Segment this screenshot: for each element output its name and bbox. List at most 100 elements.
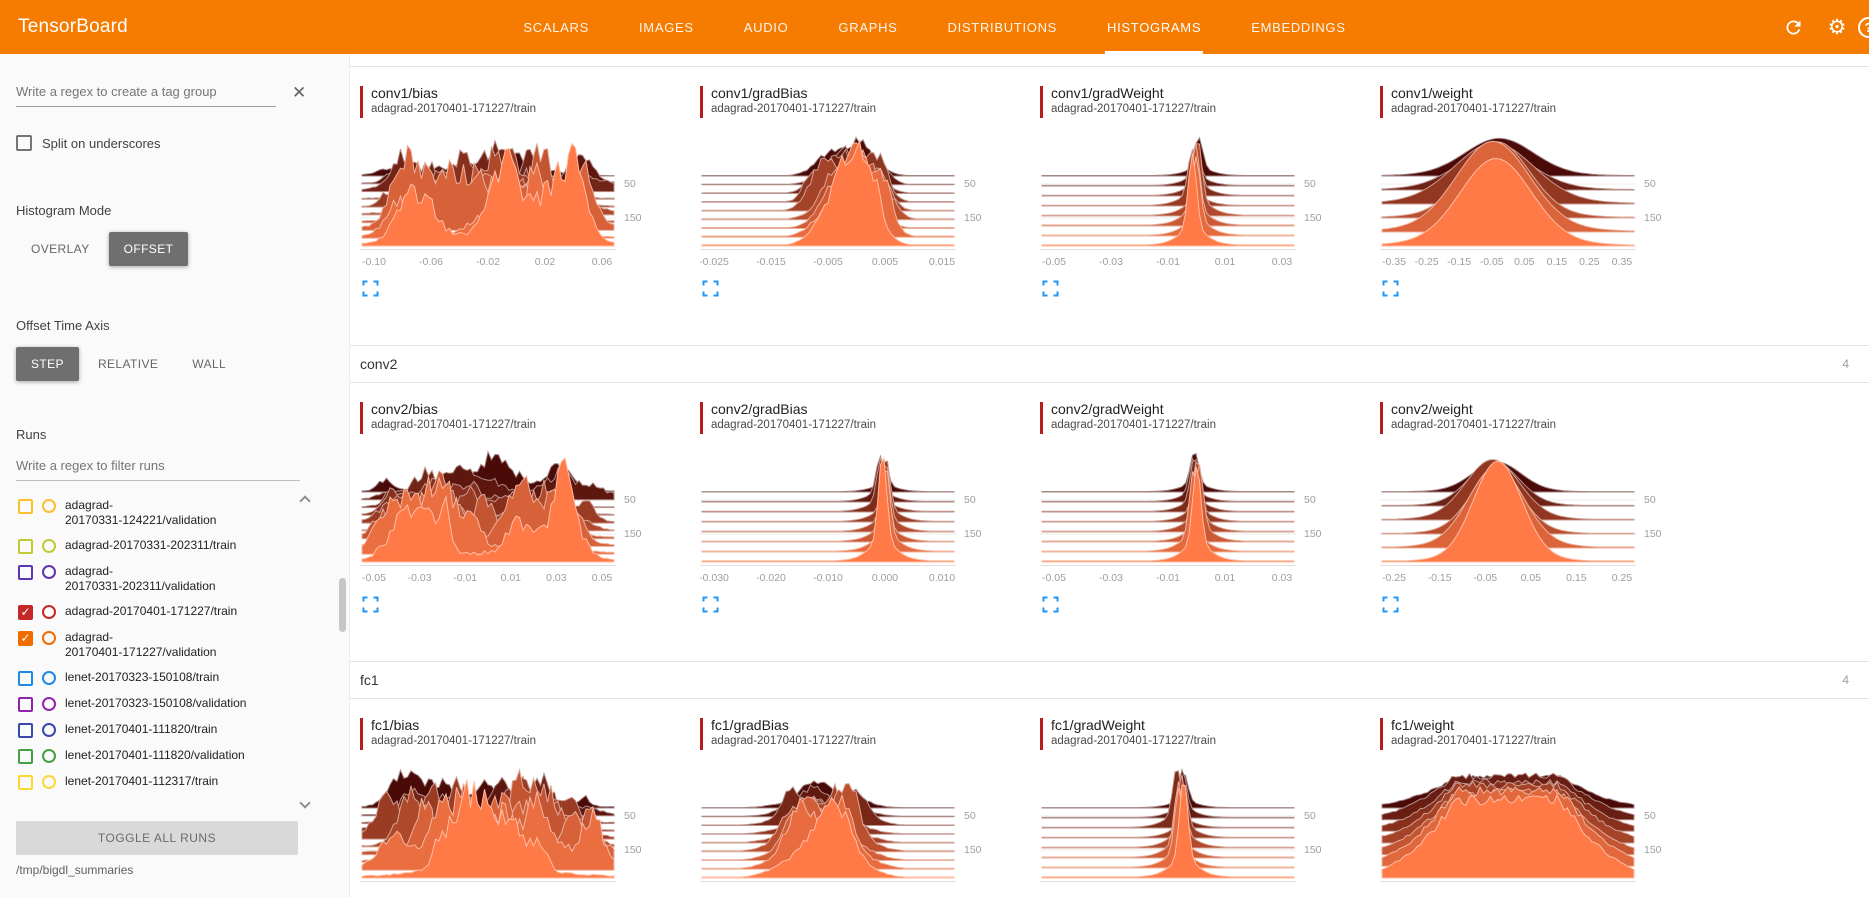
- tab-images[interactable]: IMAGES: [638, 19, 694, 35]
- card-title: conv1/bias: [371, 85, 438, 101]
- run-checkbox[interactable]: [18, 671, 33, 686]
- toggle-all-runs-button[interactable]: TOGGLE ALL RUNS: [16, 821, 298, 855]
- axis-relative-button[interactable]: RELATIVE: [83, 347, 173, 381]
- histogram-chart[interactable]: 50 150 -0.05 -0.03 -0.01 0.01 0.03: [1040, 130, 1336, 272]
- run-item[interactable]: lenet-20170323-150108/train: [16, 665, 292, 691]
- run-radio[interactable]: [42, 723, 56, 737]
- card-run-label: adagrad-20170401-171227/train: [711, 103, 876, 115]
- axis-wall-button[interactable]: WALL: [177, 347, 241, 381]
- histogram-chart[interactable]: 50 150: [360, 762, 656, 897]
- run-checkbox[interactable]: [18, 749, 33, 764]
- expand-icon[interactable]: [1042, 280, 1059, 297]
- tag-filter-input[interactable]: [16, 78, 276, 107]
- run-item[interactable]: adagrad-20170331-202311/train: [16, 533, 292, 559]
- split-underscores-row[interactable]: Split on underscores: [16, 135, 349, 151]
- sidebar-scrollbar-thumb[interactable]: [339, 578, 346, 632]
- run-item[interactable]: ✓ adagrad-20170401-171227/train: [16, 599, 292, 625]
- svg-text:-0.01: -0.01: [1156, 572, 1180, 584]
- run-radio[interactable]: [42, 775, 56, 789]
- histogram-chart[interactable]: 50 150 -0.05 -0.03 -0.01 0.01 0.03 0.05: [360, 446, 656, 588]
- svg-text:50: 50: [1304, 810, 1316, 822]
- histogram-chart[interactable]: 50 150 -0.030 -0.020 -0.010 0.000 0.010: [700, 446, 996, 588]
- split-underscores-checkbox[interactable]: [16, 135, 32, 151]
- run-item[interactable]: ✓ adagrad- 20170401-171227/validation: [16, 625, 292, 665]
- run-item[interactable]: lenet-20170401-112317/train: [16, 769, 292, 795]
- run-radio[interactable]: [42, 565, 56, 579]
- svg-text:0.010: 0.010: [929, 572, 955, 584]
- cards-row: conv2/bias adagrad-20170401-171227/train 5…: [350, 383, 1869, 661]
- run-checkbox[interactable]: ✓: [18, 605, 33, 620]
- histogram-card: fc1/gradBias adagrad-20170401-171227/trai…: [690, 699, 1030, 897]
- histogram-chart[interactable]: 50 150 -0.05 -0.03 -0.01 0.01 0.03: [1040, 446, 1336, 588]
- svg-text:0.03: 0.03: [1272, 572, 1293, 584]
- expand-icon[interactable]: [1042, 596, 1059, 613]
- scroll-up-icon[interactable]: [299, 495, 311, 507]
- expand-icon[interactable]: [362, 596, 379, 613]
- run-checkbox[interactable]: [18, 539, 33, 554]
- svg-text:-0.06: -0.06: [419, 256, 443, 268]
- run-item[interactable]: lenet-20170323-150108/validation: [16, 691, 292, 717]
- svg-text:150: 150: [1644, 212, 1662, 224]
- run-radio[interactable]: [42, 605, 56, 619]
- run-item[interactable]: lenet-20170401-111820/validation: [16, 743, 292, 769]
- runs-filter-input[interactable]: [16, 452, 300, 481]
- settings-button[interactable]: ⚙: [1825, 15, 1849, 39]
- run-radio[interactable]: [42, 749, 56, 763]
- run-radio[interactable]: [42, 697, 56, 711]
- svg-text:0.01: 0.01: [501, 572, 522, 584]
- histogram-chart[interactable]: 50 150: [700, 762, 996, 897]
- run-radio[interactable]: [42, 499, 56, 513]
- section-header[interactable]: conv2 4: [350, 346, 1869, 383]
- help-button[interactable]: ?: [1858, 17, 1869, 38]
- run-checkbox[interactable]: [18, 499, 33, 514]
- tab-embeddings[interactable]: EMBEDDINGS: [1251, 19, 1346, 35]
- histogram-chart[interactable]: 50 150 -0.25 -0.15 -0.05 0.05 0.15 0.25: [1380, 446, 1676, 588]
- svg-text:0.15: 0.15: [1547, 256, 1568, 268]
- mode-offset-button[interactable]: OFFSET: [108, 232, 189, 266]
- expand-icon[interactable]: [702, 280, 719, 297]
- histogram-chart[interactable]: 50 150 -0.025 -0.015 -0.005 0.005 0.015: [700, 130, 996, 272]
- expand-icon[interactable]: [1382, 280, 1399, 297]
- run-radio[interactable]: [42, 671, 56, 685]
- run-checkbox[interactable]: [18, 775, 33, 790]
- run-item[interactable]: adagrad- 20170331-202311/validation: [16, 559, 292, 599]
- run-checkbox[interactable]: [18, 723, 33, 738]
- tab-scalars[interactable]: SCALARS: [523, 19, 589, 35]
- runs-scrollbar[interactable]: [292, 493, 318, 813]
- histogram-chart[interactable]: 50 150 -0.10 -0.06 -0.02 0.02 0.06: [360, 130, 656, 272]
- histogram-chart[interactable]: 50 150 -0.35 -0.25 -0.15 -0.05 0.05 0.15 0.25 0.3…: [1380, 130, 1676, 272]
- run-checkbox[interactable]: [18, 697, 33, 712]
- svg-text:150: 150: [964, 844, 982, 856]
- tab-graphs[interactable]: GRAPHS: [838, 19, 898, 35]
- log-directory: /tmp/bigdl_summaries: [16, 863, 134, 877]
- run-radio[interactable]: [42, 539, 56, 553]
- scroll-down-icon[interactable]: [299, 797, 311, 809]
- run-checkbox[interactable]: [18, 565, 33, 580]
- histogram-mode-buttons: OVERLAY OFFSET: [16, 232, 349, 266]
- tab-histograms[interactable]: HISTOGRAMS: [1105, 0, 1204, 54]
- run-item[interactable]: adagrad- 20170331-124221/validation: [16, 493, 292, 533]
- histogram-chart[interactable]: 50 150: [1040, 762, 1336, 897]
- svg-text:0.03: 0.03: [546, 572, 567, 584]
- axis-step-button[interactable]: STEP: [16, 347, 79, 381]
- expand-icon[interactable]: [1382, 596, 1399, 613]
- tab-distributions[interactable]: DISTRIBUTIONS: [947, 19, 1058, 35]
- expand-icon[interactable]: [702, 596, 719, 613]
- run-item[interactable]: lenet-20170401-111820/train: [16, 717, 292, 743]
- run-radio[interactable]: [42, 631, 56, 645]
- tab-audio[interactable]: AUDIO: [743, 19, 789, 35]
- section-header[interactable]: fc1 4: [350, 662, 1869, 699]
- svg-text:50: 50: [1644, 178, 1656, 190]
- run-label: adagrad-20170331-202311/train: [65, 538, 237, 552]
- card-title: fc1/bias: [371, 717, 420, 733]
- expand-icon[interactable]: [362, 280, 379, 297]
- clear-icon[interactable]: ✕: [292, 82, 307, 102]
- run-label: adagrad- 20170401-171227/validation: [65, 630, 217, 659]
- svg-text:-0.15: -0.15: [1428, 572, 1452, 584]
- run-checkbox[interactable]: ✓: [18, 631, 33, 646]
- histogram-chart[interactable]: 50 150: [1380, 762, 1676, 897]
- split-underscores-label: Split on underscores: [42, 135, 161, 151]
- refresh-button[interactable]: [1781, 15, 1805, 39]
- mode-overlay-button[interactable]: OVERLAY: [16, 232, 105, 266]
